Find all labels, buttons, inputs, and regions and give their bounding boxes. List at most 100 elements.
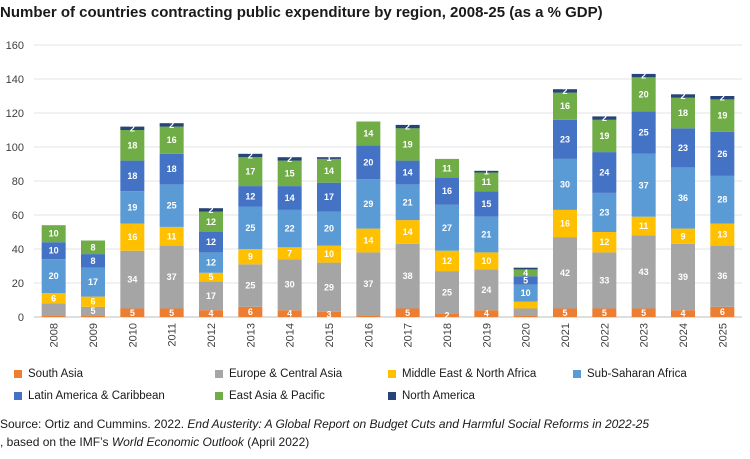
data-label: 43 (639, 267, 649, 277)
bar-segment (671, 167, 695, 229)
bar-segment (199, 272, 223, 282)
legend: South Asia Europe & Central Asia Middle Ea… (0, 364, 750, 408)
data-label: 12 (206, 217, 216, 227)
data-label: 17 (324, 192, 334, 202)
bar-segment (474, 170, 499, 173)
data-label: 25 (442, 287, 452, 297)
x-tick-label: 2016 (363, 323, 375, 347)
bar-segment (553, 119, 577, 159)
data-label: 16 (560, 219, 570, 229)
bar-segment (395, 128, 420, 161)
bar-segment (474, 269, 499, 311)
bar-segment (710, 175, 735, 224)
bar-segment (356, 252, 381, 316)
data-label: 3 (326, 309, 331, 319)
data-label: 15 (285, 168, 295, 178)
legend-label: Europe & Central Asia (229, 368, 343, 380)
bar-segment (356, 315, 381, 317)
data-label: 28 (717, 195, 727, 205)
data-label: 18 (127, 171, 137, 181)
x-tick-label: 2022 (599, 323, 611, 347)
x-tick-label: 2024 (678, 323, 690, 347)
data-label: 26 (717, 149, 727, 159)
data-label: 19 (127, 202, 137, 212)
x-tick-label: 2021 (560, 323, 572, 347)
data-label: 36 (717, 271, 727, 281)
data-label: 6 (90, 297, 95, 307)
legend-label: South Asia (28, 368, 83, 380)
data-labels: 6201010561788534161918182537112518162417… (49, 71, 728, 321)
x-tick-label: 2008 (49, 323, 61, 347)
data-label: 5 (208, 272, 213, 282)
y-tick-label: 120 (6, 108, 24, 120)
bar-segment (631, 111, 656, 154)
data-label: 20 (49, 271, 59, 281)
data-label: 30 (285, 280, 295, 290)
bar-segment (120, 191, 145, 224)
bar-segment (631, 308, 656, 317)
x-tick-label: 2020 (521, 323, 533, 347)
data-label: 19 (599, 131, 609, 141)
data-label: 37 (363, 279, 373, 289)
y-tick-label: 100 (6, 142, 24, 154)
x-tick-label: 2019 (481, 323, 493, 347)
data-label: 23 (678, 143, 688, 153)
bar-segment (553, 89, 577, 93)
source-publication: World Economic Outlook (111, 435, 244, 449)
bar-segment (356, 145, 381, 180)
data-label: 30 (560, 179, 570, 189)
bar-segment (199, 208, 223, 212)
source-prefix: Source: Ortiz and Cummins. 2022. (0, 417, 188, 431)
bar-segment (41, 315, 66, 317)
bar-segment (592, 116, 617, 120)
bar-segment (671, 243, 695, 311)
y-tick-label: 140 (6, 74, 24, 86)
source-middle: , based on the IMF’s (0, 435, 112, 449)
bar-segment (238, 264, 263, 307)
legend-swatch (573, 370, 581, 378)
bar-segment (671, 310, 695, 317)
bar-segment (513, 276, 538, 285)
data-label: 14 (363, 128, 373, 138)
bar-segment (395, 160, 420, 185)
x-tick-label: 2025 (717, 323, 729, 347)
data-label: 14 (403, 227, 413, 237)
bar-segment (435, 204, 459, 251)
data-label: 2 (130, 123, 135, 133)
bar-segment (277, 186, 302, 210)
bar-segment (513, 284, 538, 302)
x-tick-label: 2015 (324, 323, 336, 347)
bar-segment (553, 237, 577, 309)
legend-item: North America (388, 390, 475, 402)
data-label: 10 (481, 256, 491, 266)
y-tick-label: 160 (6, 40, 24, 52)
bar-segment (513, 308, 538, 316)
bar-segment (81, 254, 105, 268)
bar-segment (474, 216, 499, 253)
bar-segment (395, 243, 420, 309)
data-label: 22 (285, 224, 295, 234)
data-label: 10 (49, 229, 59, 239)
data-label: 11 (639, 221, 649, 231)
bar-segment (120, 223, 145, 251)
bar-segment (631, 153, 656, 217)
bar-segment (199, 252, 223, 273)
gridlines (34, 44, 742, 318)
y-tick-label: 80 (12, 176, 24, 188)
data-label: 4 (208, 309, 213, 319)
source-note: Source: Ortiz and Cummins. 2022. End Aus… (0, 415, 649, 451)
data-label: 25 (245, 223, 255, 233)
data-label: 25 (639, 128, 649, 138)
bar-segment (671, 228, 695, 244)
bar-segment (592, 308, 617, 317)
bar-segment (631, 235, 656, 309)
data-label: 5 (602, 308, 607, 318)
data-label: 2 (208, 205, 213, 215)
bar-segment (474, 191, 499, 217)
legend-label: Middle East & North Africa (402, 368, 537, 380)
bar-segment (199, 281, 223, 311)
data-label: 11 (167, 231, 177, 241)
bar-segment (592, 232, 617, 253)
bar-segment (159, 123, 184, 127)
legend-label: East Asia & Pacific (229, 390, 325, 402)
